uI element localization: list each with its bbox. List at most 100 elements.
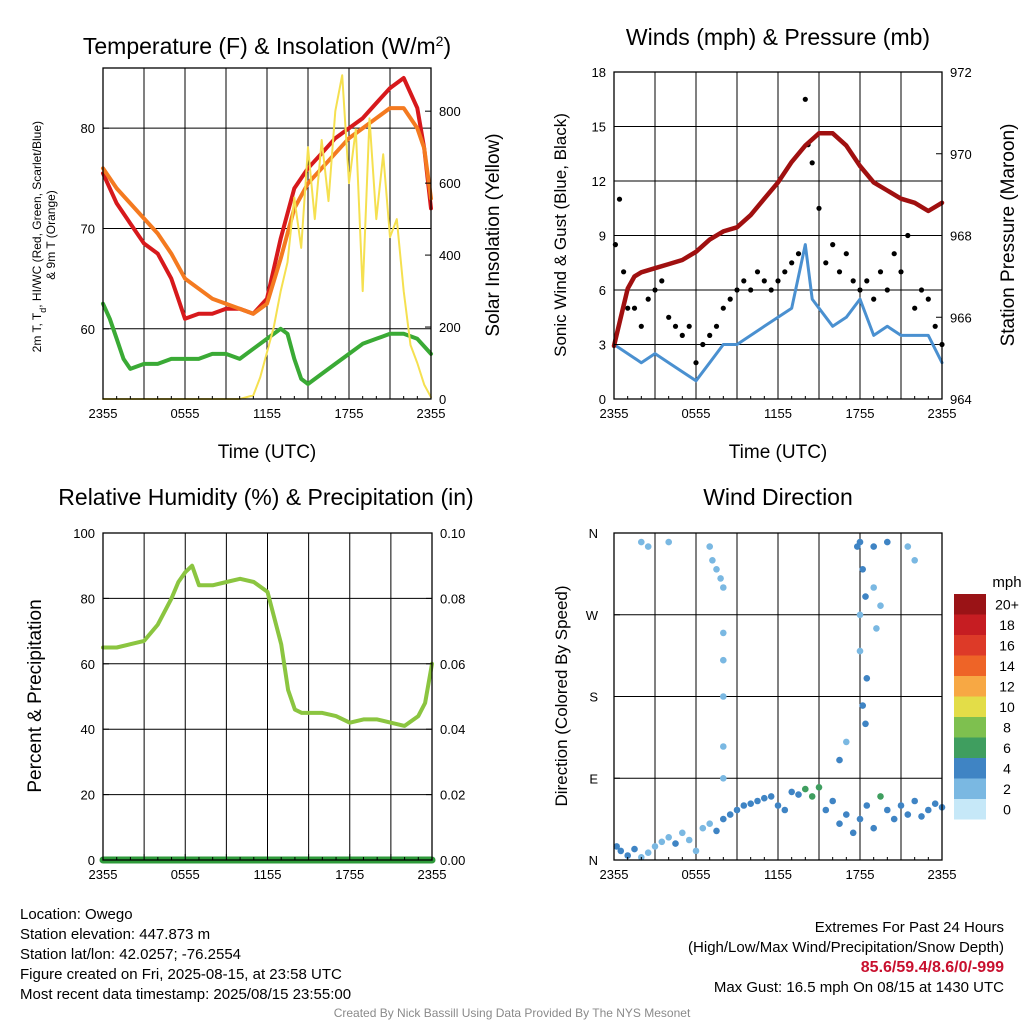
temperature-panel: Temperature (F) & Insolation (W/m2) 2355… (30, 33, 504, 463)
direction-point (788, 788, 795, 796)
y-tick-label-right: 0.00 (440, 853, 465, 868)
colorbar-label: 4 (1003, 760, 1011, 776)
direction-point (911, 557, 918, 564)
direction-point (795, 791, 802, 798)
direction-point (658, 838, 666, 846)
info-created: Figure created on Fri, 2025-08-15, at 23… (20, 966, 342, 983)
gust-point (713, 323, 720, 329)
y-tick-label-right: 970 (950, 147, 972, 162)
y-axis-label-right: Station Pressure (Maroon) (998, 124, 1019, 347)
panel-title-wind: Winds (mph) & Pressure (mb) (626, 24, 930, 50)
colorbar-label: 2 (1003, 781, 1011, 797)
y-tick-label-left: 0 (88, 853, 95, 868)
panel-title-humidity: Relative Humidity (%) & Precipitation (i… (58, 484, 473, 510)
x-axis-label: Time (UTC) (218, 442, 317, 463)
direction-point (713, 827, 720, 835)
gust-point (672, 323, 679, 329)
info-location: Location: Owego (20, 906, 133, 923)
x-tick-label: 0555 (171, 406, 200, 421)
direction-point (873, 625, 880, 632)
gust-point (625, 305, 631, 311)
colorbar-swatch (954, 758, 986, 779)
direction-point (692, 847, 700, 855)
humidity-precip-panel: Relative Humidity (%) & Precipitation (i… (25, 484, 474, 882)
x-tick-label: 2355 (89, 406, 118, 421)
gust-point (748, 287, 754, 293)
direction-point (897, 802, 905, 809)
direction-point (884, 806, 891, 814)
direction-point (706, 820, 713, 827)
gust-point (850, 278, 856, 284)
series-layer (101, 74, 433, 400)
y-tick-label-left: 12 (592, 174, 606, 189)
gust-point (616, 196, 623, 202)
series-layer (613, 538, 946, 861)
gust-point (912, 305, 918, 311)
direction-point (911, 797, 918, 805)
wind-direction-panel: Wind Direction 2355 0555 1155 1755 2355NESWN… (552, 484, 1022, 882)
y-tick-label-right: 964 (950, 392, 972, 407)
colorbar-swatch (954, 737, 986, 758)
y-tick-label-left: 80 (81, 121, 95, 136)
x-tick-label: 1755 (846, 867, 875, 882)
x-tick-label: 2355 (417, 406, 446, 421)
direction-point (720, 629, 727, 637)
series-relative-humidity (101, 563, 434, 728)
y-tick-label-right: 0.04 (440, 722, 465, 737)
direction-point (631, 845, 638, 853)
y-tick-label-left: 60 (81, 322, 95, 337)
colorbar-label: 16 (999, 637, 1015, 653)
x-tick-label: 0555 (171, 867, 200, 882)
x-tick-label: 1155 (254, 867, 282, 882)
gust-point (802, 96, 808, 102)
y-tick-label-right: 0.08 (440, 591, 465, 606)
y-axis-label-left: Percent & Precipitation (25, 599, 46, 792)
direction-point (706, 543, 713, 550)
direction-point (726, 811, 734, 818)
direction-point (774, 802, 782, 809)
gust-point (789, 260, 795, 266)
y-tick-label-right: 600 (439, 176, 461, 191)
series-9m-t (101, 106, 433, 316)
direction-point (720, 815, 727, 823)
y-tick-label-left: 70 (81, 221, 95, 236)
y-tick-label-left: 3 (599, 338, 606, 353)
gust-point (877, 269, 884, 275)
y-tick-label-direction: N (589, 526, 598, 541)
x-tick-label: 2355 (928, 867, 957, 882)
direction-point (870, 584, 877, 591)
direction-point (767, 793, 775, 800)
x-axis-label: Time (UTC) (729, 442, 828, 463)
direction-point (651, 843, 659, 850)
extremes-values: 85.6/59.4/8.6/0/-999 (860, 959, 1004, 976)
panel-title-direction: Wind Direction (703, 484, 853, 510)
direction-point (733, 806, 741, 814)
y-tick-label-left: 18 (592, 65, 606, 80)
direction-point (904, 811, 912, 818)
gust-point (816, 205, 822, 211)
direction-point (781, 806, 789, 814)
x-tick-label: 1755 (846, 406, 875, 421)
direction-point (856, 647, 864, 655)
direction-point (713, 566, 720, 573)
gust-point (905, 232, 911, 239)
y-tick-label-direction: W (586, 608, 599, 623)
direction-point (802, 785, 809, 793)
gust-point (666, 314, 672, 320)
direction-point (822, 806, 830, 814)
gust-point (891, 251, 897, 257)
direction-point (613, 843, 620, 850)
colorbar-swatch (954, 594, 986, 615)
gust-point (720, 305, 726, 311)
y-tick-label-right: 968 (950, 229, 972, 244)
gust-point (631, 305, 638, 311)
series-station-pressure (611, 131, 945, 349)
wind-pressure-panel: Winds (mph) & Pressure (mb) 2355 0555 1155… (551, 24, 1019, 463)
colorbar-swatch (954, 799, 986, 820)
credit-line: Created By Nick Bassill Using Data Provi… (333, 1006, 691, 1020)
y-tick-label-right: 800 (439, 104, 461, 119)
gust-point (652, 287, 658, 293)
station-info: Location: Owego Station elevation: 447.8… (20, 905, 351, 1005)
direction-point (854, 543, 861, 550)
